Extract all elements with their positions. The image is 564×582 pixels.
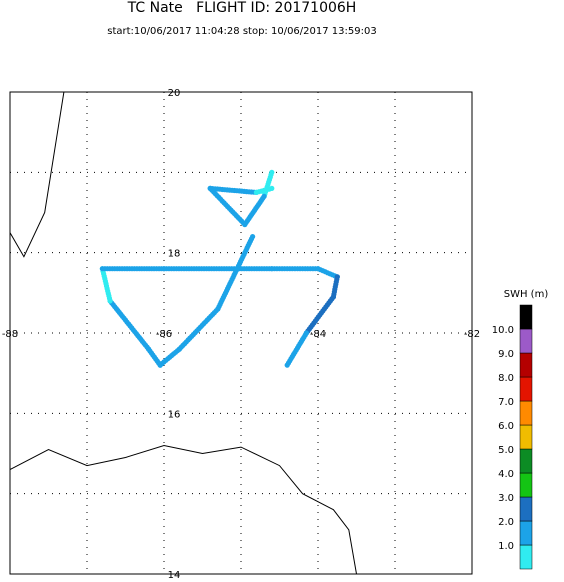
colorbar-tick-label: 5.0: [498, 445, 514, 456]
colorbar-tick-label: 2.0: [498, 517, 514, 528]
colorbar-bin: [519, 544, 533, 570]
colorbar-tick-label: 9.0: [498, 349, 514, 360]
colorbar-bin: [519, 376, 533, 402]
colorbar-tick-label: 8.0: [498, 373, 514, 384]
colorbar-bin: [519, 304, 533, 330]
map-title: TC Nate FLIGHT ID: 20171006H: [127, 0, 357, 16]
lat-label: 14: [168, 570, 181, 581]
lon-label: -88: [2, 329, 18, 340]
track-segment: [107, 298, 152, 352]
coastline-north_west: [9, 91, 65, 258]
map-subtitle: start:10/06/2017 11:04:28 stop: 10/06/20…: [107, 26, 377, 37]
track-point: [284, 362, 290, 368]
track-point: [269, 185, 275, 191]
lon-label: -84: [310, 329, 326, 340]
track-segment: [215, 234, 256, 312]
track-segment: [99, 266, 113, 304]
colorbar-tick-label: 10.0: [492, 325, 514, 336]
colorbar-bin: [519, 472, 533, 498]
track-segment: [315, 266, 340, 280]
colorbar-bin: [519, 520, 533, 546]
coastline: [9, 91, 357, 575]
track-segment: [269, 266, 321, 272]
track-segment: [330, 274, 340, 300]
map-frame: [9, 91, 473, 575]
track-point: [161, 266, 167, 272]
flight-track: [99, 169, 340, 368]
colorbar-bin: [519, 328, 533, 354]
swh-colorbar: SWH (m) 1.0 2.0 3.0 4.0 5.0 6.0 7.0 8.0 9.0 10.0: [492, 289, 549, 570]
coastline-south: [9, 444, 357, 575]
map-axis-labels: -88 -86 -84 -82 20 18 16 14: [2, 88, 480, 581]
colorbar-tick-label: 3.0: [498, 493, 514, 504]
colorbar-tick-label: 7.0: [498, 397, 514, 408]
colorbar-bin: [519, 496, 533, 522]
lat-label: 18: [168, 249, 181, 260]
track-segment: [99, 266, 167, 272]
colorbar-bin: [519, 352, 533, 378]
lon-label: -82: [464, 329, 480, 340]
colorbar-tick-label: 6.0: [498, 421, 514, 432]
colorbar-bin: [519, 424, 533, 450]
colorbar-bin: [519, 400, 533, 426]
colorbar-tick-label: 4.0: [498, 469, 514, 480]
track-segment: [161, 266, 275, 272]
track-segment: [176, 306, 221, 352]
colorbar-bin: [519, 448, 533, 474]
track-segment: [253, 185, 275, 195]
lat-label: 16: [168, 409, 181, 420]
track-segment: [207, 185, 248, 228]
lon-label: -86: [156, 329, 172, 340]
track-segment: [284, 330, 309, 368]
lat-label: 20: [168, 88, 181, 99]
colorbar-title: SWH (m): [504, 289, 549, 300]
colorbar-tick-label: 1.0: [498, 541, 514, 552]
track-segment: [207, 185, 259, 195]
map-grid: [10, 92, 472, 574]
track-segment: [242, 193, 267, 228]
